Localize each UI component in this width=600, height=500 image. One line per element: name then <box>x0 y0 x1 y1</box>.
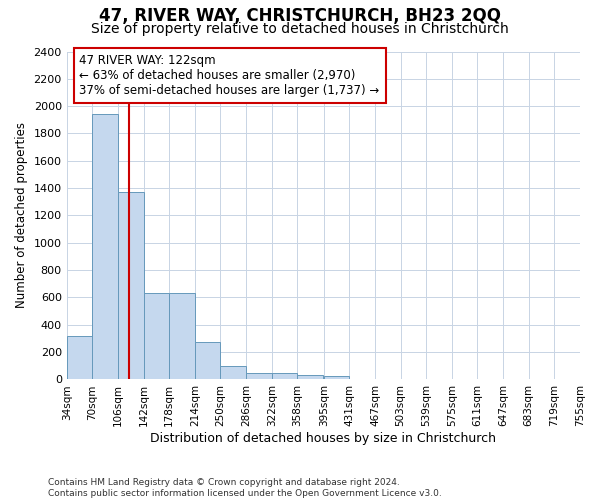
Text: Size of property relative to detached houses in Christchurch: Size of property relative to detached ho… <box>91 22 509 36</box>
Text: Contains HM Land Registry data © Crown copyright and database right 2024.
Contai: Contains HM Land Registry data © Crown c… <box>48 478 442 498</box>
Bar <box>272 374 298 380</box>
Bar <box>92 114 118 380</box>
Bar <box>169 294 195 380</box>
Y-axis label: Number of detached properties: Number of detached properties <box>15 122 28 308</box>
Text: 47, RIVER WAY, CHRISTCHURCH, BH23 2QQ: 47, RIVER WAY, CHRISTCHURCH, BH23 2QQ <box>99 8 501 26</box>
Bar <box>220 366 246 380</box>
Bar <box>298 376 323 380</box>
Bar <box>195 342 220 380</box>
X-axis label: Distribution of detached houses by size in Christchurch: Distribution of detached houses by size … <box>151 432 496 445</box>
Bar <box>118 192 143 380</box>
Bar <box>143 294 169 380</box>
Bar <box>67 336 92 380</box>
Bar <box>246 372 272 380</box>
Bar <box>323 376 349 380</box>
Text: 47 RIVER WAY: 122sqm
← 63% of detached houses are smaller (2,970)
37% of semi-de: 47 RIVER WAY: 122sqm ← 63% of detached h… <box>79 54 380 97</box>
